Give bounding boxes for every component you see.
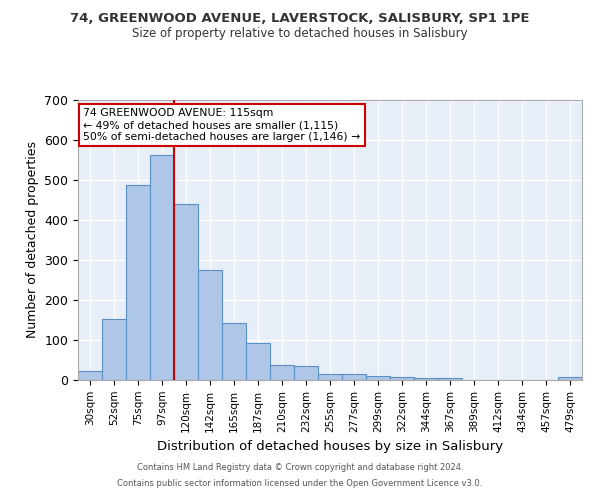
Bar (294, 366, 318, 380)
Text: Contains public sector information licensed under the Open Government Licence v3: Contains public sector information licen… (118, 478, 482, 488)
Bar (174, 204, 198, 380)
Bar (558, 377, 582, 380)
Text: 74 GREENWOOD AVENUE: 115sqm
← 49% of detached houses are smaller (1,115)
50% of : 74 GREENWOOD AVENUE: 115sqm ← 49% of det… (83, 108, 360, 142)
X-axis label: Distribution of detached houses by size in Salisbury: Distribution of detached houses by size … (157, 440, 503, 453)
Text: Size of property relative to detached houses in Salisbury: Size of property relative to detached ho… (132, 28, 468, 40)
Text: Contains HM Land Registry data © Crown copyright and database right 2024.: Contains HM Land Registry data © Crown c… (137, 464, 463, 472)
Bar (414, 378, 438, 380)
Bar (222, 323, 246, 380)
Bar (150, 155, 174, 380)
Bar (270, 365, 294, 380)
Bar (342, 374, 366, 380)
Bar (78, 371, 102, 380)
Bar (246, 343, 270, 380)
Bar (126, 185, 150, 380)
Text: 74, GREENWOOD AVENUE, LAVERSTOCK, SALISBURY, SP1 1PE: 74, GREENWOOD AVENUE, LAVERSTOCK, SALISB… (70, 12, 530, 26)
Bar (438, 378, 462, 380)
Bar (102, 319, 126, 380)
Bar (390, 377, 414, 380)
Bar (318, 374, 342, 380)
Bar (198, 270, 222, 380)
Y-axis label: Number of detached properties: Number of detached properties (26, 142, 39, 338)
Bar (366, 376, 390, 380)
